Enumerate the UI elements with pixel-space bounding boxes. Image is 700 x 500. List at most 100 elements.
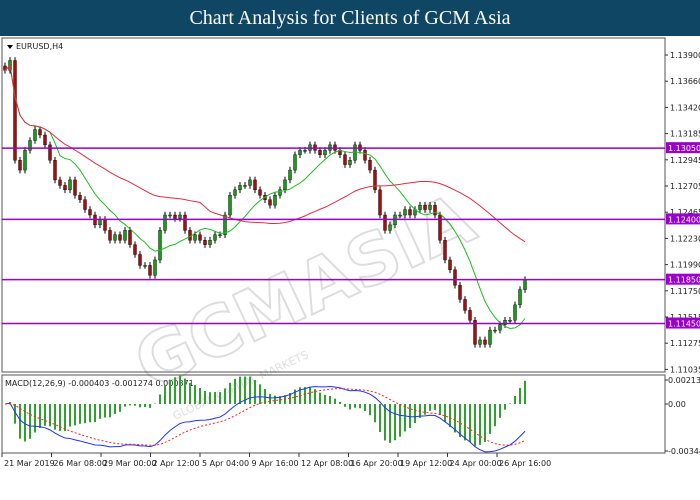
candle [238,185,242,191]
x-tick-label: 26 Mar 08:00 [54,459,107,468]
candle [423,204,427,210]
candle [213,234,217,241]
candle [453,269,457,286]
candle [193,234,197,241]
candle [303,150,307,152]
x-tick-label: 19 Apr 12:00 [400,459,452,468]
candle [58,179,62,186]
level-price-badge [666,317,700,329]
candle [33,129,37,141]
candle [118,234,122,241]
candle [138,254,142,266]
candle [398,214,402,217]
candle [318,150,322,155]
candle [203,240,207,245]
candle [268,199,272,206]
symbol-label: EURUSD,H4 [16,42,63,51]
symbol-dropdown-icon[interactable] [7,45,13,49]
candle [123,230,127,241]
candle [513,304,517,321]
candle [483,339,487,345]
level-price-label: 1.12400 [668,215,700,224]
signal-line [4,388,526,446]
candle [18,160,22,171]
x-tick-label: 5 Apr 04:00 [202,459,249,468]
y-tick-label: 1.11515 [670,313,700,322]
candle [408,209,412,216]
macd-label: MACD(12,26,9) -0.000403 -0.001274 0.0008… [5,379,194,388]
candle [428,204,432,210]
candle [348,160,352,165]
candle [248,179,252,186]
candle [458,284,462,300]
x-tick-label: 24 Apr 00:00 [450,459,502,468]
x-tick-label: 2 Apr 12:00 [153,459,200,468]
candle [418,204,422,210]
candle [388,224,392,231]
candle [103,219,107,231]
y-tick-label: 1.12945 [670,156,700,165]
candle [523,279,527,290]
candle [403,209,407,216]
candle [508,320,512,322]
candle [378,189,382,216]
candle [468,310,472,321]
candle [98,219,102,226]
candle [153,259,157,276]
candle [448,259,452,271]
y-tick-label: 1.12230 [670,234,700,243]
candle [503,320,507,325]
candle [368,160,372,171]
candle [133,244,137,255]
candle [233,189,237,196]
candle [48,144,52,161]
y-tick-label: 1.11035 [670,365,700,374]
candle [243,185,247,187]
candle [473,320,477,345]
candle [208,240,212,245]
candle [283,179,287,191]
y-tick-label: 1.11990 [670,261,700,270]
candle [373,169,377,191]
macd-y-tick-label: 0.002131 [668,376,700,385]
macd-plot-frame [1,374,666,454]
y-tick-label: 1.11750 [670,287,700,296]
candle [363,150,367,161]
candle [73,179,77,196]
candle [273,195,277,206]
candle [148,265,152,276]
y-tick-label: 1.12465 [670,208,700,217]
candle [443,240,447,261]
x-tick-label: 16 Apr 20:00 [351,459,403,468]
candle [288,169,292,181]
candle [83,199,87,210]
candle [198,234,202,241]
x-tick-label: 12 Apr 08:00 [301,459,353,468]
candle [38,129,42,136]
candle [343,154,347,165]
candle [13,60,17,161]
x-tick-label: 26 Apr 16:00 [499,459,551,468]
page-title: Chart Analysis for Clients of GCM Asia [0,0,700,36]
candle [183,214,187,231]
candle [88,209,92,216]
candle [23,150,27,171]
level-price-badge [666,273,700,285]
macd-y-tick-label: 0.00 [668,400,686,409]
candle [158,230,162,261]
candle [463,299,467,311]
candle [488,329,492,345]
x-tick-label: 9 Apr 16:00 [252,459,299,468]
candle [28,140,32,151]
candle [78,195,82,200]
candle [128,230,132,245]
y-tick-label: 1.13900 [670,51,700,60]
candle [253,179,257,191]
candle [168,214,172,217]
macd-y-tick-label: -0.003443 [668,447,700,456]
candle [43,134,47,146]
main-plot-frame [1,37,666,373]
candle [323,150,327,155]
candle [438,214,442,241]
